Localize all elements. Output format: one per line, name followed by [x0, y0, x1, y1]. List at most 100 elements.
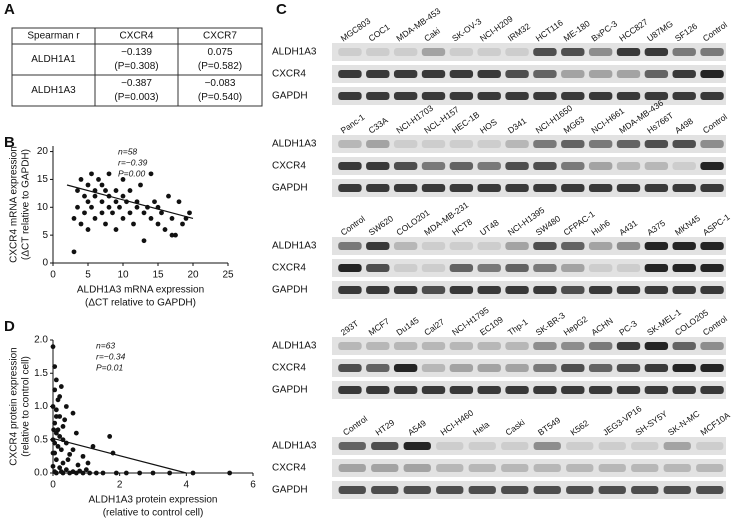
band [393, 364, 418, 372]
band [468, 464, 496, 472]
band [700, 342, 724, 350]
point [103, 221, 108, 227]
band [477, 48, 501, 56]
point [65, 457, 71, 463]
annotation: P=0.00 [118, 168, 145, 178]
band [533, 364, 557, 372]
blot-row-label: CXCR4 [272, 69, 306, 80]
band [338, 442, 366, 450]
point [57, 414, 63, 419]
band [421, 286, 446, 294]
blot-strip [332, 65, 726, 83]
band [393, 184, 418, 192]
point [57, 394, 63, 399]
band [672, 386, 696, 394]
band [561, 162, 585, 170]
point [123, 470, 129, 476]
point [117, 204, 122, 210]
band [672, 286, 696, 294]
table-cell: −0.387 [121, 78, 152, 89]
band [421, 140, 446, 148]
point [53, 457, 59, 463]
band [366, 184, 390, 192]
band [700, 70, 724, 78]
band [588, 162, 613, 170]
point [70, 447, 76, 453]
band [700, 48, 724, 56]
band [616, 92, 641, 100]
band [505, 48, 529, 56]
sample-label: HCT8 [450, 216, 474, 237]
panel-letter: D [4, 318, 15, 335]
band [561, 264, 585, 272]
y-tick-label: 1.5 [34, 368, 48, 379]
table-cell: (P=0.003) [114, 92, 158, 103]
point [96, 177, 101, 182]
blot-strip [332, 237, 726, 255]
band [533, 70, 557, 78]
band [477, 364, 501, 372]
band [477, 70, 501, 78]
sample-label: ASPC-1 [701, 212, 732, 238]
point [99, 199, 105, 205]
band [700, 92, 724, 100]
band [561, 140, 585, 148]
band [533, 92, 557, 100]
band [505, 162, 529, 170]
blot-strip [332, 259, 726, 277]
band [505, 184, 529, 192]
point [73, 470, 79, 476]
band [366, 48, 390, 56]
band [533, 140, 557, 148]
table-cell: 0.075 [207, 47, 232, 58]
x-tick-label: 6 [250, 480, 256, 491]
x-tick-label: 0 [50, 270, 56, 281]
sample-label: Panc-1 [339, 112, 367, 136]
band [588, 264, 613, 272]
band [338, 92, 362, 100]
band [468, 486, 496, 494]
point [53, 414, 59, 419]
blot-row-label: ALDH1A3 [272, 341, 317, 352]
band [477, 242, 501, 250]
band [533, 264, 557, 272]
band [449, 48, 474, 56]
band [588, 286, 613, 294]
point [87, 470, 93, 476]
table-cell: (P=0.308) [114, 61, 158, 72]
band [421, 342, 446, 350]
y-axis-title: (relative to control cell) [21, 356, 32, 457]
band [700, 242, 724, 250]
sample-label: Du145 [394, 315, 420, 338]
band [393, 342, 418, 350]
point [152, 199, 157, 205]
band [449, 162, 474, 170]
band [338, 48, 362, 56]
band [421, 48, 446, 56]
point [120, 193, 126, 199]
band [449, 70, 474, 78]
sample-label: Caki [422, 25, 442, 43]
band [644, 140, 669, 148]
band [598, 464, 626, 472]
sample-label: UT48 [478, 217, 501, 237]
band [338, 364, 362, 372]
point [120, 216, 126, 221]
point [99, 210, 105, 216]
point [63, 467, 69, 473]
band [644, 242, 669, 250]
x-axis-title: ALDH1A3 mRNA expression [77, 285, 204, 296]
band [700, 364, 724, 372]
band [393, 92, 418, 100]
point [93, 470, 99, 476]
band [616, 386, 641, 394]
blot-row-label: ALDH1A3 [272, 47, 317, 58]
sample-label: HOS [478, 117, 499, 136]
blot-row-label: GAPDH [272, 183, 308, 194]
point [167, 470, 173, 476]
annotation: r=−0.34 [96, 351, 126, 361]
blot-strip [332, 359, 726, 377]
band [436, 442, 464, 450]
band [598, 486, 626, 494]
sample-label: D341 [506, 115, 529, 135]
